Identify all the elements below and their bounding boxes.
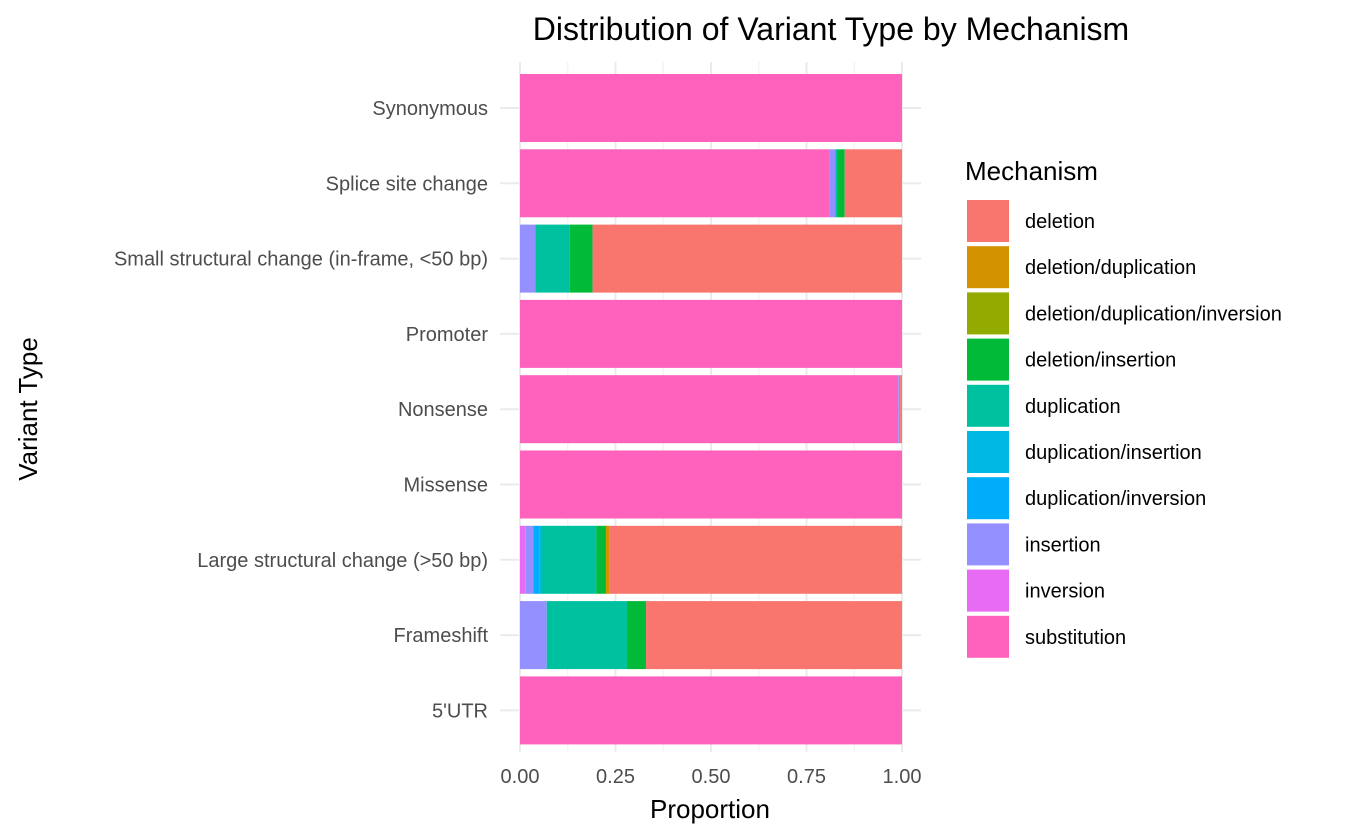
- y-tick-label: Synonymous: [372, 98, 488, 120]
- bar-segment: 5'UTR — substitution: 1: [520, 676, 902, 745]
- y-tick-label: Missense: [404, 475, 488, 497]
- legend-label: duplication/insertion: [1025, 442, 1202, 464]
- legend-swatch: [967, 523, 1009, 566]
- legend-swatch: [967, 292, 1009, 335]
- x-tick-labels: 0.00 0.25 0.50 0.75 1.00: [501, 766, 922, 788]
- y-axis-title: Variant Type: [13, 337, 43, 481]
- bar-segment: Large structural change (>50 bp) — delet…: [609, 525, 902, 594]
- bar-segment: Large structural change (>50 bp) — inver…: [520, 525, 526, 594]
- x-tick-label: 0.75: [787, 766, 826, 788]
- bar-segment: Splice site change — duplication: 0.005: [835, 149, 838, 218]
- legend-swatch: [967, 615, 1009, 658]
- bar-segment: Nonsense — substitution: 0.99: [520, 375, 899, 444]
- bar-segment: Small structural change (in-frame, <50 b…: [592, 224, 902, 293]
- x-tick-label: 0.50: [692, 766, 731, 788]
- legend-label: deletion/duplication/inversion: [1025, 303, 1282, 325]
- y-tick-label: Nonsense: [398, 399, 488, 421]
- legend-label: duplication/inversion: [1025, 488, 1206, 510]
- bar-segment: Frameshift — duplication: 0.21: [546, 601, 627, 670]
- bar-segment: Promoter — substitution: 1: [520, 299, 902, 368]
- bar-segment: Large structural change (>50 bp) — inser…: [525, 525, 534, 594]
- bar-segment: Splice site change — substitution: 0.81: [520, 149, 830, 218]
- legend-label: deletion/duplication: [1025, 257, 1196, 279]
- bar-segment: Frameshift — insertion: 0.07: [520, 601, 547, 670]
- y-tick-label: Large structural change (>50 bp): [197, 550, 488, 572]
- legend-label: deletion: [1025, 211, 1095, 233]
- x-tick-label: 1.00: [883, 766, 922, 788]
- legend-label: deletion/insertion: [1025, 350, 1176, 372]
- bar-segment: Large structural change (>50 bp) — delet…: [605, 525, 610, 594]
- bar-segment: Large structural change (>50 bp) — delet…: [596, 525, 606, 594]
- legend-swatch: [967, 338, 1009, 381]
- bar-segment: Splice site change — deletion: 0.15: [844, 149, 902, 218]
- y-tick-label: Frameshift: [394, 625, 489, 647]
- y-tick-label: 5'UTR: [432, 700, 488, 722]
- x-tick-label: 0.00: [501, 766, 540, 788]
- bar-segment: Splice site change — deletion/insertion:…: [837, 149, 845, 218]
- bar-segment: Nonsense — insertion: 0.005: [898, 375, 901, 444]
- legend-swatch: [967, 246, 1009, 289]
- bar-segment: Small structural change (in-frame, <50 b…: [520, 224, 536, 293]
- bar-segment: Splice site change — insertion: 0.015: [829, 149, 836, 218]
- legend-swatch: [967, 384, 1009, 427]
- bar-segment: Large structural change (>50 bp) — dupli…: [533, 525, 540, 594]
- legend-label: substitution: [1025, 627, 1126, 649]
- bar-segment: Frameshift — deletion/insertion: 0.05: [626, 601, 647, 670]
- legend-items: deletion deletion/duplication deletion/dup…: [967, 200, 1282, 658]
- legend-swatch: [967, 200, 1009, 242]
- bar-segment: Small structural change (in-frame, <50 b…: [535, 224, 570, 293]
- y-tick-label: Promoter: [406, 324, 489, 346]
- x-axis-title: Proportion: [650, 794, 770, 824]
- x-tick-label: 0.25: [596, 766, 635, 788]
- chart-title: Distribution of Variant Type by Mechanis…: [533, 11, 1129, 47]
- bar-segment: Missense — substitution: 1: [520, 450, 902, 519]
- legend-label: insertion: [1025, 534, 1101, 556]
- legend-label: inversion: [1025, 581, 1105, 603]
- legend-title: Mechanism: [965, 156, 1098, 186]
- y-tick-labels: Synonymous Splice site change Small struct…: [114, 98, 489, 722]
- bar-segment: Small structural change (in-frame, <50 b…: [569, 224, 593, 293]
- bar-segment: Synonymous — substitution: 1: [520, 74, 902, 142]
- legend-swatch: [967, 569, 1009, 612]
- bar-segment: Large structural change (>50 bp) — dupli…: [539, 525, 542, 594]
- y-tick-label: Splice site change: [326, 173, 488, 195]
- bar-segment: Large structural change (>50 bp) — dupli…: [541, 525, 597, 594]
- bars: Synonymous — substitution: 1 Splice site …: [520, 74, 902, 745]
- bar-segment: Frameshift — deletion: 0.67: [646, 601, 902, 670]
- legend: Mechanism deletiondeletion/duplicationde…: [965, 156, 1282, 658]
- legend-swatch: [967, 477, 1009, 520]
- legend-swatch: [967, 431, 1009, 473]
- bar-segment: Nonsense — deletion: 0.005: [900, 375, 902, 444]
- y-tick-label: Small structural change (in-frame, <50 b…: [114, 249, 488, 271]
- legend-label: duplication: [1025, 396, 1121, 418]
